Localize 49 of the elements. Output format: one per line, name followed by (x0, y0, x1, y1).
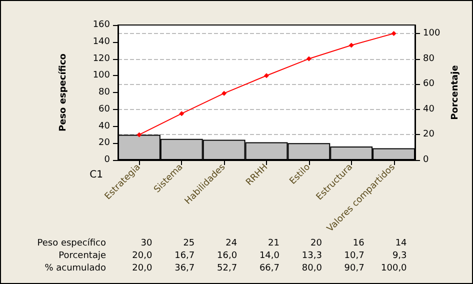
data-label: 20 (310, 238, 322, 248)
data-label: 21 (268, 238, 280, 248)
data-label: 66,7 (259, 264, 280, 274)
text: 9,3 (392, 251, 407, 261)
point (136, 132, 142, 138)
text: 14,0 (259, 251, 280, 261)
y-tick-label: 80 (98, 88, 110, 98)
data-label: 16 (352, 238, 365, 248)
data-label: 20,0 (132, 264, 152, 274)
point (391, 30, 396, 36)
y-tick-label: 120 (92, 54, 110, 64)
point (348, 42, 354, 48)
y2-axis-title: Porcentaje (450, 65, 461, 120)
y-tick-label: 20 (98, 138, 110, 148)
data-label: 80,0 (302, 264, 322, 274)
y2-tick-label: 60 (423, 79, 435, 90)
text: 13,3 (302, 251, 322, 261)
data-label: 52,7 (217, 264, 238, 274)
text: 16,0 (217, 251, 238, 261)
y-tick-label: 160 (92, 20, 110, 30)
y-tick-label: 0 (104, 155, 110, 165)
text: Porcentaje (58, 251, 106, 261)
text: % acumulado (44, 264, 106, 274)
y-tick-label: 40 (98, 121, 110, 132)
y-axis-title: Peso específico (58, 54, 68, 132)
data-label: 25 (183, 238, 195, 248)
point (264, 73, 269, 78)
point (306, 56, 312, 62)
text: 10,7 (344, 251, 364, 261)
x-axis-title: C1 (90, 170, 103, 180)
point (222, 90, 227, 96)
y2-tick-label: 100 (423, 28, 440, 38)
y2-tick-label: 0 (423, 155, 429, 165)
text: Peso específico (37, 238, 106, 248)
y-tick-label: 140 (92, 36, 110, 47)
y2-tick-label: 80 (423, 54, 435, 64)
y-tick-label: 100 (92, 70, 110, 81)
data-label: 90,7 (344, 264, 364, 274)
point (179, 111, 184, 116)
y-tick-label: 60 (98, 104, 110, 114)
data-label: 100,0 (381, 264, 408, 274)
y2-tick-label: 40 (423, 104, 435, 114)
y2-tick-label: 20 (423, 130, 435, 140)
data-label: 14 (395, 238, 408, 248)
data-label: 30 (140, 238, 152, 248)
data-label: 36,7 (174, 264, 195, 274)
text: 20,0 (132, 251, 152, 261)
text: 16,7 (174, 251, 195, 261)
data-label: 24 (226, 238, 238, 248)
